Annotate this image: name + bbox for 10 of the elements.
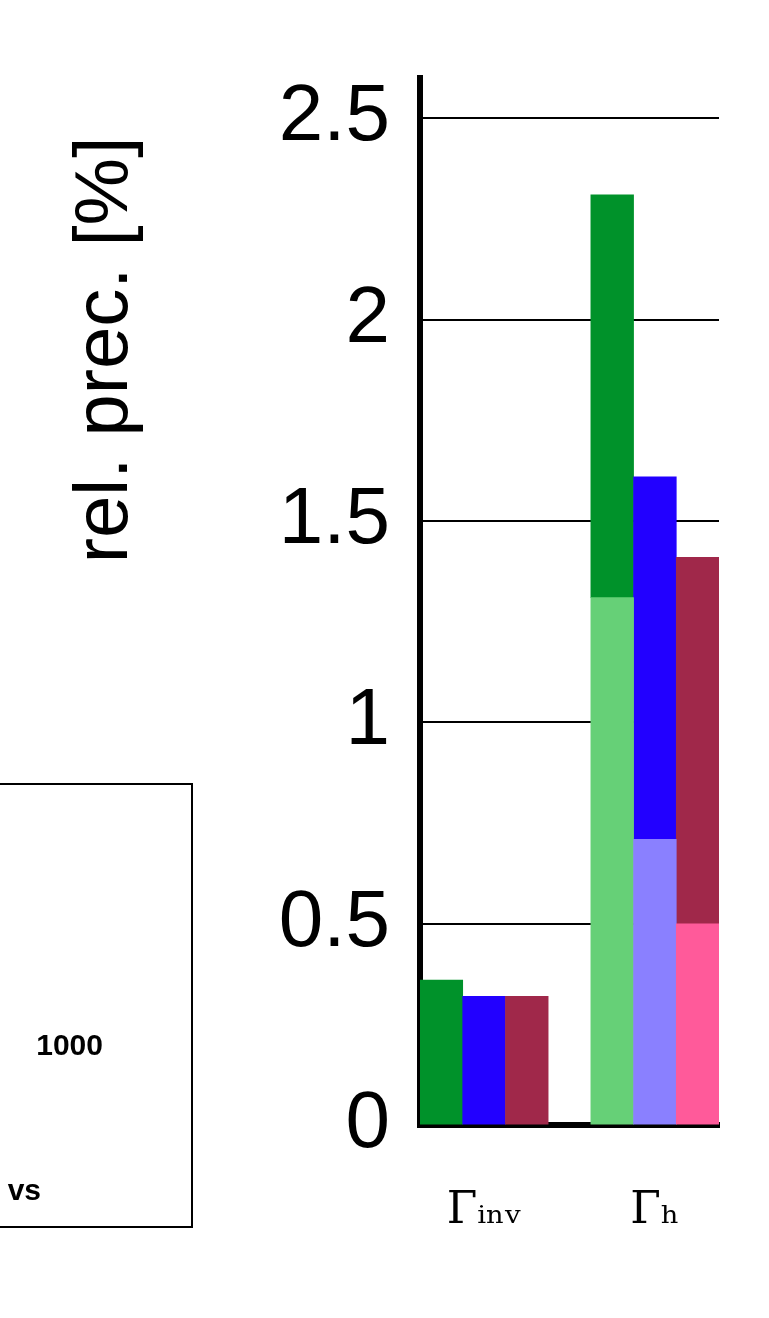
- x-tick-label: Γₕ: [630, 1182, 680, 1234]
- y-tick-label: 1.5: [278, 471, 390, 561]
- y-tick-label: 2: [345, 269, 390, 359]
- y-axis-title: rel. prec. [%]: [56, 136, 144, 564]
- y-tick-label: 1: [345, 672, 390, 762]
- y-tick-label: 0: [345, 1075, 390, 1165]
- legend-frame: 1000 vs: [0, 783, 193, 1228]
- y-tick-label: 2.5: [278, 68, 390, 158]
- x-tick-label: Γᵢₙᵥ: [446, 1182, 522, 1234]
- y-tick-label: 0.5: [278, 873, 390, 963]
